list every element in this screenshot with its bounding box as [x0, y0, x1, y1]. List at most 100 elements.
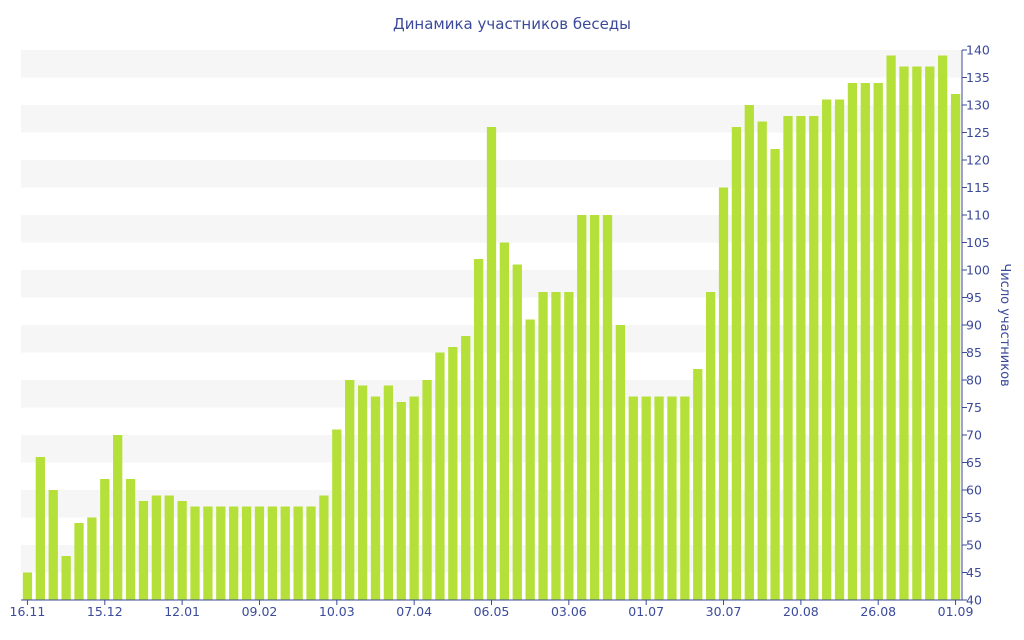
- grid-band: [21, 50, 962, 78]
- bar: [564, 292, 574, 600]
- x-axis-ticks: 16.11 15.12 12.01 09.02 10.03 07.04 06.05 03.06…: [10, 600, 973, 619]
- y-tick-label: 60: [966, 483, 982, 498]
- y-axis-label: Число участников: [997, 263, 1012, 386]
- bar: [113, 435, 123, 600]
- bar: [35, 457, 45, 600]
- bar: [254, 506, 265, 600]
- bar: [577, 215, 587, 600]
- bar: [241, 506, 252, 600]
- bar: [834, 99, 845, 600]
- bar: [873, 83, 883, 600]
- y-tick-label: 125: [966, 125, 990, 140]
- bar: [589, 215, 600, 600]
- bar: [680, 396, 690, 600]
- bar: [706, 292, 716, 600]
- bar: [164, 495, 174, 600]
- y-axis-ticks: 40 45 50 55 60 65 70 75 80 85 90 95 100 105 110 115 120 1…: [962, 43, 990, 608]
- bar: [345, 380, 355, 600]
- y-tick-label: 90: [966, 318, 982, 333]
- chart-title: Динамика участников беседы: [393, 15, 631, 33]
- bar: [757, 121, 767, 600]
- bar: [216, 506, 226, 600]
- y-tick-label: 75: [966, 400, 982, 415]
- y-tick-label: 85: [966, 345, 982, 360]
- bar: [628, 396, 638, 600]
- x-tick-label: 16.11: [10, 604, 46, 619]
- bar: [22, 572, 33, 600]
- bar: [770, 149, 780, 600]
- bar: [731, 127, 742, 600]
- bar: [744, 105, 754, 600]
- bar: [332, 429, 342, 600]
- bar: [641, 396, 651, 600]
- bar: [396, 402, 406, 600]
- x-tick-label: 20.08: [783, 604, 819, 619]
- bar: [138, 501, 149, 600]
- bar: [796, 116, 806, 600]
- bar: [370, 396, 381, 600]
- bar: [74, 523, 84, 600]
- bar: [267, 506, 277, 600]
- bar: [912, 66, 922, 600]
- bar: [293, 506, 303, 600]
- x-tick-label: 01.07: [628, 604, 664, 619]
- x-tick-label: 15.12: [87, 604, 123, 619]
- bar: [847, 83, 858, 600]
- bar: [280, 506, 290, 600]
- bar: [925, 66, 935, 600]
- x-tick-label: 06.05: [474, 604, 510, 619]
- bar: [306, 506, 316, 600]
- bar-series: [22, 55, 961, 600]
- y-tick-label: 140: [966, 43, 990, 58]
- bar: [61, 556, 71, 600]
- y-tick-label: 110: [966, 208, 990, 223]
- y-tick-label: 50: [966, 538, 982, 553]
- bar: [422, 380, 432, 600]
- x-tick-label: 03.06: [551, 604, 587, 619]
- bar: [783, 116, 793, 600]
- bar: [151, 495, 161, 600]
- bar: [693, 369, 703, 600]
- bar: [229, 506, 239, 600]
- y-tick-label: 40: [966, 593, 982, 608]
- bar: [48, 490, 58, 600]
- x-tick-label: 09.02: [242, 604, 278, 619]
- y-tick-label: 100: [966, 263, 990, 278]
- bar: [860, 83, 870, 600]
- bar: [822, 99, 832, 600]
- bar: [525, 319, 535, 600]
- bar: [654, 396, 664, 600]
- x-tick-label: 07.04: [396, 604, 432, 619]
- bar: [448, 347, 458, 600]
- bar: [667, 396, 677, 600]
- y-tick-label: 55: [966, 510, 982, 525]
- bar: [899, 66, 909, 600]
- y-tick-label: 95: [966, 290, 982, 305]
- y-tick-label: 135: [966, 70, 990, 85]
- bar: [486, 127, 497, 600]
- x-tick-label: 12.01: [164, 604, 200, 619]
- bar: [718, 187, 729, 600]
- bar: [461, 336, 471, 600]
- bar: [409, 396, 419, 600]
- bar: [435, 352, 445, 600]
- bar: [190, 506, 200, 600]
- bar: [950, 94, 961, 600]
- bar: [615, 325, 626, 600]
- x-tick-label: 26.08: [860, 604, 896, 619]
- bar: [319, 495, 329, 600]
- y-tick-label: 65: [966, 455, 982, 470]
- bar: [357, 385, 368, 600]
- bar: [499, 242, 510, 600]
- y-tick-label: 115: [966, 180, 990, 195]
- bar: [886, 55, 896, 600]
- bar: [383, 385, 394, 600]
- y-tick-label: 130: [966, 98, 990, 113]
- x-tick-label: 30.07: [706, 604, 742, 619]
- bar: [100, 479, 110, 600]
- bar: [538, 292, 548, 600]
- bar: [551, 292, 561, 600]
- bar: [177, 501, 187, 600]
